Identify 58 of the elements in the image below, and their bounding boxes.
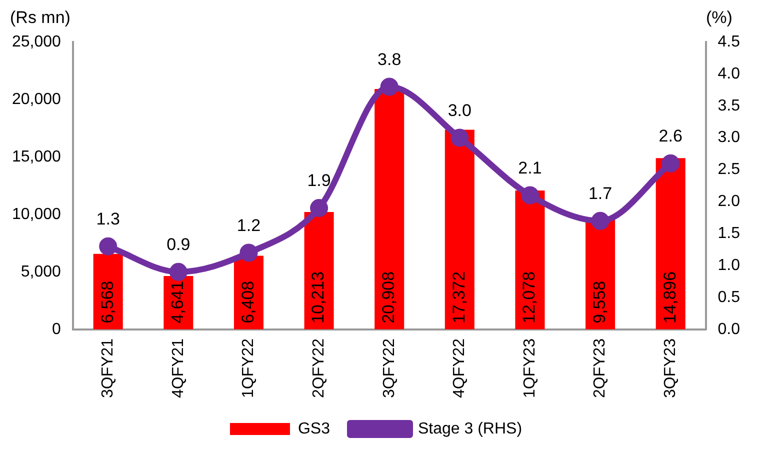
data-label: 0.9 <box>166 235 190 254</box>
y-tick-label: 0 <box>52 320 62 338</box>
y2-tick-label: 0.0 <box>718 320 740 338</box>
data-label: 3.0 <box>448 100 472 120</box>
x-tick-label: 3QFY22 <box>380 338 398 398</box>
point <box>240 244 258 262</box>
x-tick-label: 1QFY22 <box>240 338 258 398</box>
x-tick-label: 2QFY23 <box>592 338 609 398</box>
y2-tick-label: 4.0 <box>718 65 740 82</box>
y2-tick-label: 3.0 <box>718 129 740 146</box>
data-label: 1.2 <box>236 216 261 235</box>
y2-tick-label: 3.5 <box>718 97 740 114</box>
y-axis-title: (Rs mn) <box>10 8 70 28</box>
data-label: 1.9 <box>307 171 331 190</box>
data-label: 9,558 <box>590 280 609 324</box>
data-label: 6,568 <box>98 280 117 324</box>
y-tick-label: 10,000 <box>12 206 62 223</box>
y-tick-label: 15,000 <box>12 148 62 166</box>
x-tick-label: 3QFY23 <box>662 338 680 398</box>
x-tick-label: 1QFY23 <box>521 338 538 398</box>
data-label: 1.3 <box>96 210 120 229</box>
data-label: 12,078 <box>520 271 539 324</box>
y2-tick-label: 1.5 <box>718 225 740 242</box>
point <box>380 78 398 96</box>
y2-tick-label: 4.5 <box>718 33 740 50</box>
x-tick-label: 3QFY21 <box>100 338 116 398</box>
x-tick-label: 2QFY22 <box>310 338 328 398</box>
y-tick-label: 25,000 <box>12 33 62 50</box>
data-label: 2.6 <box>658 126 682 146</box>
point <box>520 186 539 204</box>
data-label: 17,372 <box>449 271 468 324</box>
data-label: 14,896 <box>660 271 680 324</box>
legend-label: Stage 3 (RHS) <box>418 420 522 438</box>
y2-axis-title: (%) <box>706 8 732 28</box>
point <box>662 154 680 172</box>
data-label: 2.1 <box>518 158 542 178</box>
data-label: 3.8 <box>378 50 402 69</box>
point <box>450 128 469 147</box>
point <box>591 212 610 230</box>
y2-tick-label: 0.5 <box>718 288 740 306</box>
point <box>99 237 118 256</box>
data-label: 4,641 <box>168 280 188 324</box>
y2-tick-label: 2.0 <box>718 193 740 210</box>
legend-label: GS3 <box>298 420 330 438</box>
y2-tick-label: 2.5 <box>718 161 740 178</box>
y-tick-label: 5,000 <box>20 263 62 280</box>
data-label: 10,213 <box>308 271 328 324</box>
data-label: 6,408 <box>238 280 258 324</box>
bar <box>374 89 404 330</box>
data-label: 1.7 <box>588 184 612 204</box>
x-tick-label: 4QFY22 <box>451 338 468 398</box>
y-tick-label: 20,000 <box>12 90 62 108</box>
point <box>169 262 188 281</box>
point <box>310 199 328 218</box>
bar <box>444 130 474 330</box>
y2-tick-label: 1.0 <box>718 256 740 274</box>
data-label: 20,908 <box>379 271 398 324</box>
x-tick-label: 4QFY21 <box>170 338 187 398</box>
